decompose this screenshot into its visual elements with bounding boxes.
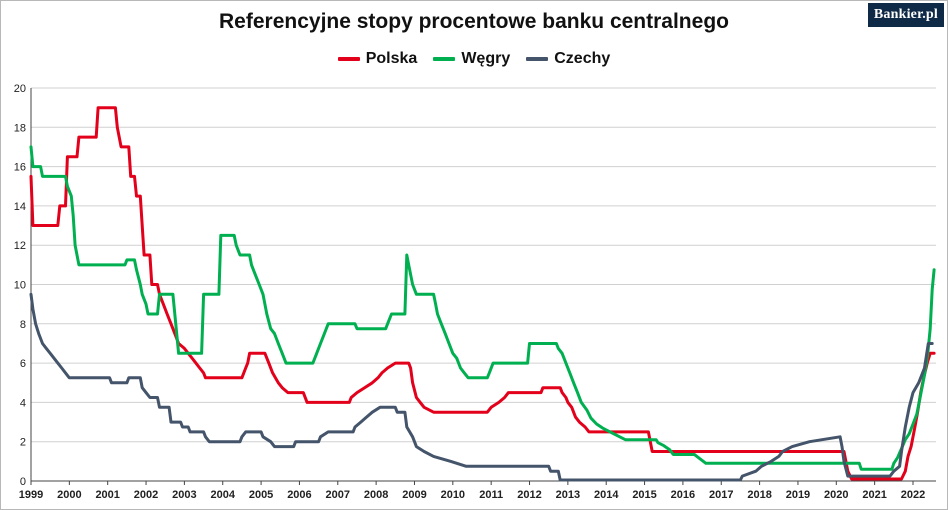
- gridlines: [31, 87, 936, 443]
- y-tick-label: 20: [14, 83, 26, 95]
- y-tick-label: 16: [14, 162, 26, 174]
- y-tick-label: 10: [14, 280, 26, 292]
- series-line-wgry: [29, 145, 936, 471]
- legend-swatch-czechy: [526, 57, 549, 61]
- x-tick-label: 2020: [824, 489, 848, 501]
- series-line-polska: [29, 106, 936, 481]
- x-tick-label: 2002: [134, 489, 158, 501]
- chart-title: Referencyjne stopy procentowe banku cent…: [219, 10, 729, 33]
- legend-label-polska: Polska: [365, 50, 418, 67]
- legend-item-polska: Polska: [337, 50, 418, 68]
- x-tick-label: 2000: [57, 489, 81, 501]
- y-tick-label: 8: [20, 319, 26, 331]
- x-tick-label: 2005: [249, 489, 273, 501]
- x-tick-label: 2019: [786, 489, 810, 501]
- x-tick-label: 2007: [326, 489, 350, 501]
- legend-swatch-polska: [337, 57, 360, 61]
- legend-item-wegry: Węgry: [433, 50, 510, 68]
- y-tick-label: 18: [14, 122, 26, 134]
- x-tick-label: 2006: [287, 489, 311, 501]
- x-tick-label: 2012: [517, 489, 541, 501]
- bankier-logo: Bankier.pl: [867, 3, 944, 27]
- y-tick-label: 14: [14, 201, 26, 213]
- x-tick-label: 2010: [441, 489, 465, 501]
- x-tick-label: 1999: [19, 489, 43, 501]
- x-tick-label: 2013: [556, 489, 580, 501]
- x-tick-label: 2011: [479, 489, 503, 501]
- x-axis-ticks: 1999 2000 2001 2002 2003 2004 2005 2006 2007 2008…: [19, 481, 925, 501]
- x-tick-label: 2009: [402, 489, 426, 501]
- legend-label-czechy: Czechy: [554, 50, 611, 67]
- x-tick-label: 2021: [862, 489, 886, 501]
- x-tick-label: 2015: [632, 489, 656, 501]
- x-tick-label: 2018: [747, 489, 771, 501]
- y-tick-label: 0: [20, 476, 26, 488]
- x-tick-label: 2022: [901, 489, 925, 501]
- series-line-czechy: [29, 292, 934, 482]
- y-tick-label: 12: [14, 240, 26, 252]
- y-tick-label: 6: [20, 358, 26, 370]
- series-lines: [29, 106, 936, 482]
- x-tick-label: 2003: [172, 489, 196, 501]
- legend-label-wegry: Węgry: [461, 50, 511, 67]
- x-tick-label: 2017: [709, 489, 733, 501]
- y-tick-label: 2: [20, 437, 26, 449]
- x-tick-label: 2004: [210, 489, 235, 501]
- chart-legend: Polska Węgry Czechy: [0, 50, 948, 68]
- y-tick-label: 4: [20, 397, 26, 409]
- legend-swatch-wegry: [433, 57, 456, 61]
- x-tick-label: 2016: [671, 489, 695, 501]
- legend-item-czechy: Czechy: [526, 50, 610, 68]
- x-tick-label: 2014: [594, 489, 619, 501]
- x-tick-label: 2008: [364, 489, 388, 501]
- y-axis-ticks: 0 2 4 6 8 10 12 14 16 18 20: [14, 83, 26, 488]
- x-tick-label: 2001: [95, 489, 119, 501]
